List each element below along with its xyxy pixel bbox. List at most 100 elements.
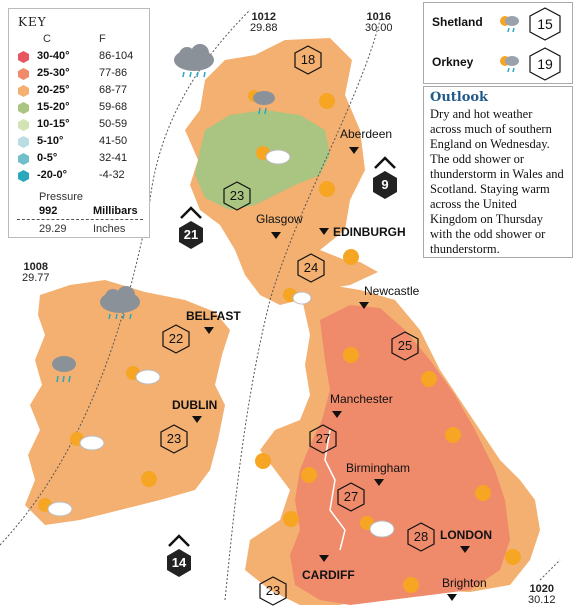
sun-cloud-icon	[283, 288, 312, 305]
rain-cloud-icon	[52, 356, 76, 383]
key-fahrenheit: 50-59	[99, 118, 128, 130]
city-label-brighton: Brighton	[442, 576, 487, 590]
sun-cloud-icon	[360, 516, 395, 538]
city-label-aberdeen: Aberdeen	[340, 127, 393, 141]
hex-swatch-icon	[18, 170, 29, 182]
sun-cloud-icon	[126, 366, 161, 385]
pressure-sample-inches: 29.29	[39, 223, 67, 235]
hex-swatch-icon	[18, 136, 29, 148]
key-celsius: 5-10°	[37, 135, 64, 147]
isobar-label: 1016 30.00	[365, 11, 393, 34]
temp-hex: 23	[222, 181, 252, 211]
hex-swatch-icon	[18, 85, 29, 97]
city-marker-icon	[332, 411, 342, 418]
temp-value: 24	[303, 260, 319, 275]
sun-icon	[421, 371, 437, 387]
city-marker-icon	[271, 232, 281, 239]
temp-value: 22	[168, 331, 184, 346]
city-label-belfast: BELFAST	[186, 309, 241, 323]
key-fahrenheit: 77-86	[99, 67, 128, 79]
sun-icon	[319, 93, 335, 109]
key-fahrenheit: 32-41	[99, 152, 128, 164]
key-celsius-header: C	[43, 33, 51, 45]
key-fahrenheit: 86-104	[99, 50, 134, 62]
isobar-label: 1012 29.88	[250, 11, 278, 34]
city-marker-icon	[349, 147, 359, 154]
sun-cloud-icon	[256, 146, 291, 165]
key-fahrenheit: 59-68	[99, 101, 128, 113]
key-fahrenheit: 41-50	[99, 135, 128, 147]
rain-cloud-icon	[100, 286, 140, 320]
key-celsius: 25-30°	[37, 67, 70, 79]
temp-hex: 22	[161, 324, 191, 354]
temp-value: 23	[166, 431, 182, 446]
temp-value: 18	[300, 52, 316, 67]
key-celsius: 30-40°	[37, 50, 70, 62]
temp-hex: 27	[336, 482, 366, 512]
sun-icon	[255, 453, 271, 469]
city-marker-icon	[319, 555, 329, 562]
map-key: KEY C F 30-40° 86-104 25-30° 77-86 20-25…	[8, 8, 150, 238]
pressure-centre: 21	[176, 206, 206, 250]
islands-panel: Shetland 15 Orkney 19	[423, 2, 573, 84]
sun-cloud-icon	[70, 432, 105, 451]
orkney-temp: 19	[537, 56, 553, 72]
city-marker-icon	[319, 228, 329, 235]
sun-shower-icon	[500, 56, 519, 73]
key-fahrenheit-header: F	[99, 33, 106, 45]
key-row: 20-25° 68-77	[15, 83, 145, 99]
key-row: 30-40° 86-104	[15, 49, 145, 65]
sun-icon	[301, 467, 317, 483]
city-label-dublin: DUBLIN	[172, 398, 218, 412]
sun-icon	[283, 511, 299, 527]
isobar-sample-line	[17, 219, 143, 220]
ireland-landmass	[25, 280, 230, 525]
millibars-label: Millibars	[93, 205, 138, 217]
city-label-london: LONDON	[440, 528, 492, 542]
city-label-newcastle: Newcastle	[364, 284, 420, 298]
outlook-panel: Outlook Dry and hot weather across much …	[423, 86, 573, 258]
temp-hex: 23	[258, 576, 288, 606]
temp-hex: 25	[390, 331, 420, 361]
key-row: 10-15° 50-59	[15, 117, 145, 133]
key-row: -20-0° -4-32	[15, 168, 145, 184]
city-marker-icon	[359, 302, 369, 309]
key-fahrenheit: -4-32	[99, 169, 125, 181]
hex-swatch-icon	[18, 51, 29, 63]
hex-swatch-icon	[18, 68, 29, 80]
city-label-edinburgh: EDINBURGH	[333, 225, 406, 239]
key-row: 5-10° 41-50	[15, 134, 145, 150]
temp-hex: 28	[406, 522, 436, 552]
key-celsius: 0-5°	[37, 152, 58, 164]
shetland-label: Shetland	[432, 15, 483, 29]
temp-value: 27	[315, 431, 331, 446]
pressure-centre-value: 9	[381, 177, 389, 192]
pressure-centre: 14	[164, 534, 194, 578]
key-fahrenheit: 68-77	[99, 84, 128, 96]
sun-shower-icon	[248, 90, 275, 115]
sun-shower-icon	[500, 16, 519, 33]
sun-icon	[343, 347, 359, 363]
orkney-label: Orkney	[432, 55, 474, 69]
city-marker-icon	[192, 416, 202, 423]
shetland-temp: 15	[537, 16, 553, 32]
city-label-manchester: Manchester	[330, 392, 393, 406]
orkney-temp-hex: 19	[528, 47, 562, 81]
pressure-centre-value: 14	[171, 555, 187, 570]
sun-icon	[319, 181, 335, 197]
rain-cloud-icon	[174, 44, 214, 78]
temp-hex: 27	[308, 424, 338, 454]
city-marker-icon	[204, 327, 214, 334]
temp-hex: 18	[293, 45, 323, 75]
temp-value: 23	[265, 583, 281, 598]
sun-icon	[505, 549, 521, 565]
temp-hex: 23	[159, 424, 189, 454]
temp-value: 23	[229, 188, 245, 203]
temp-value: 25	[397, 338, 413, 353]
city-marker-icon	[447, 594, 457, 601]
pressure-label: Pressure	[39, 191, 84, 203]
temp-value: 28	[413, 529, 429, 544]
shetland-temp-hex: 15	[528, 7, 562, 41]
hex-swatch-icon	[18, 153, 29, 165]
city-label-cardiff: CARDIFF	[302, 568, 355, 582]
